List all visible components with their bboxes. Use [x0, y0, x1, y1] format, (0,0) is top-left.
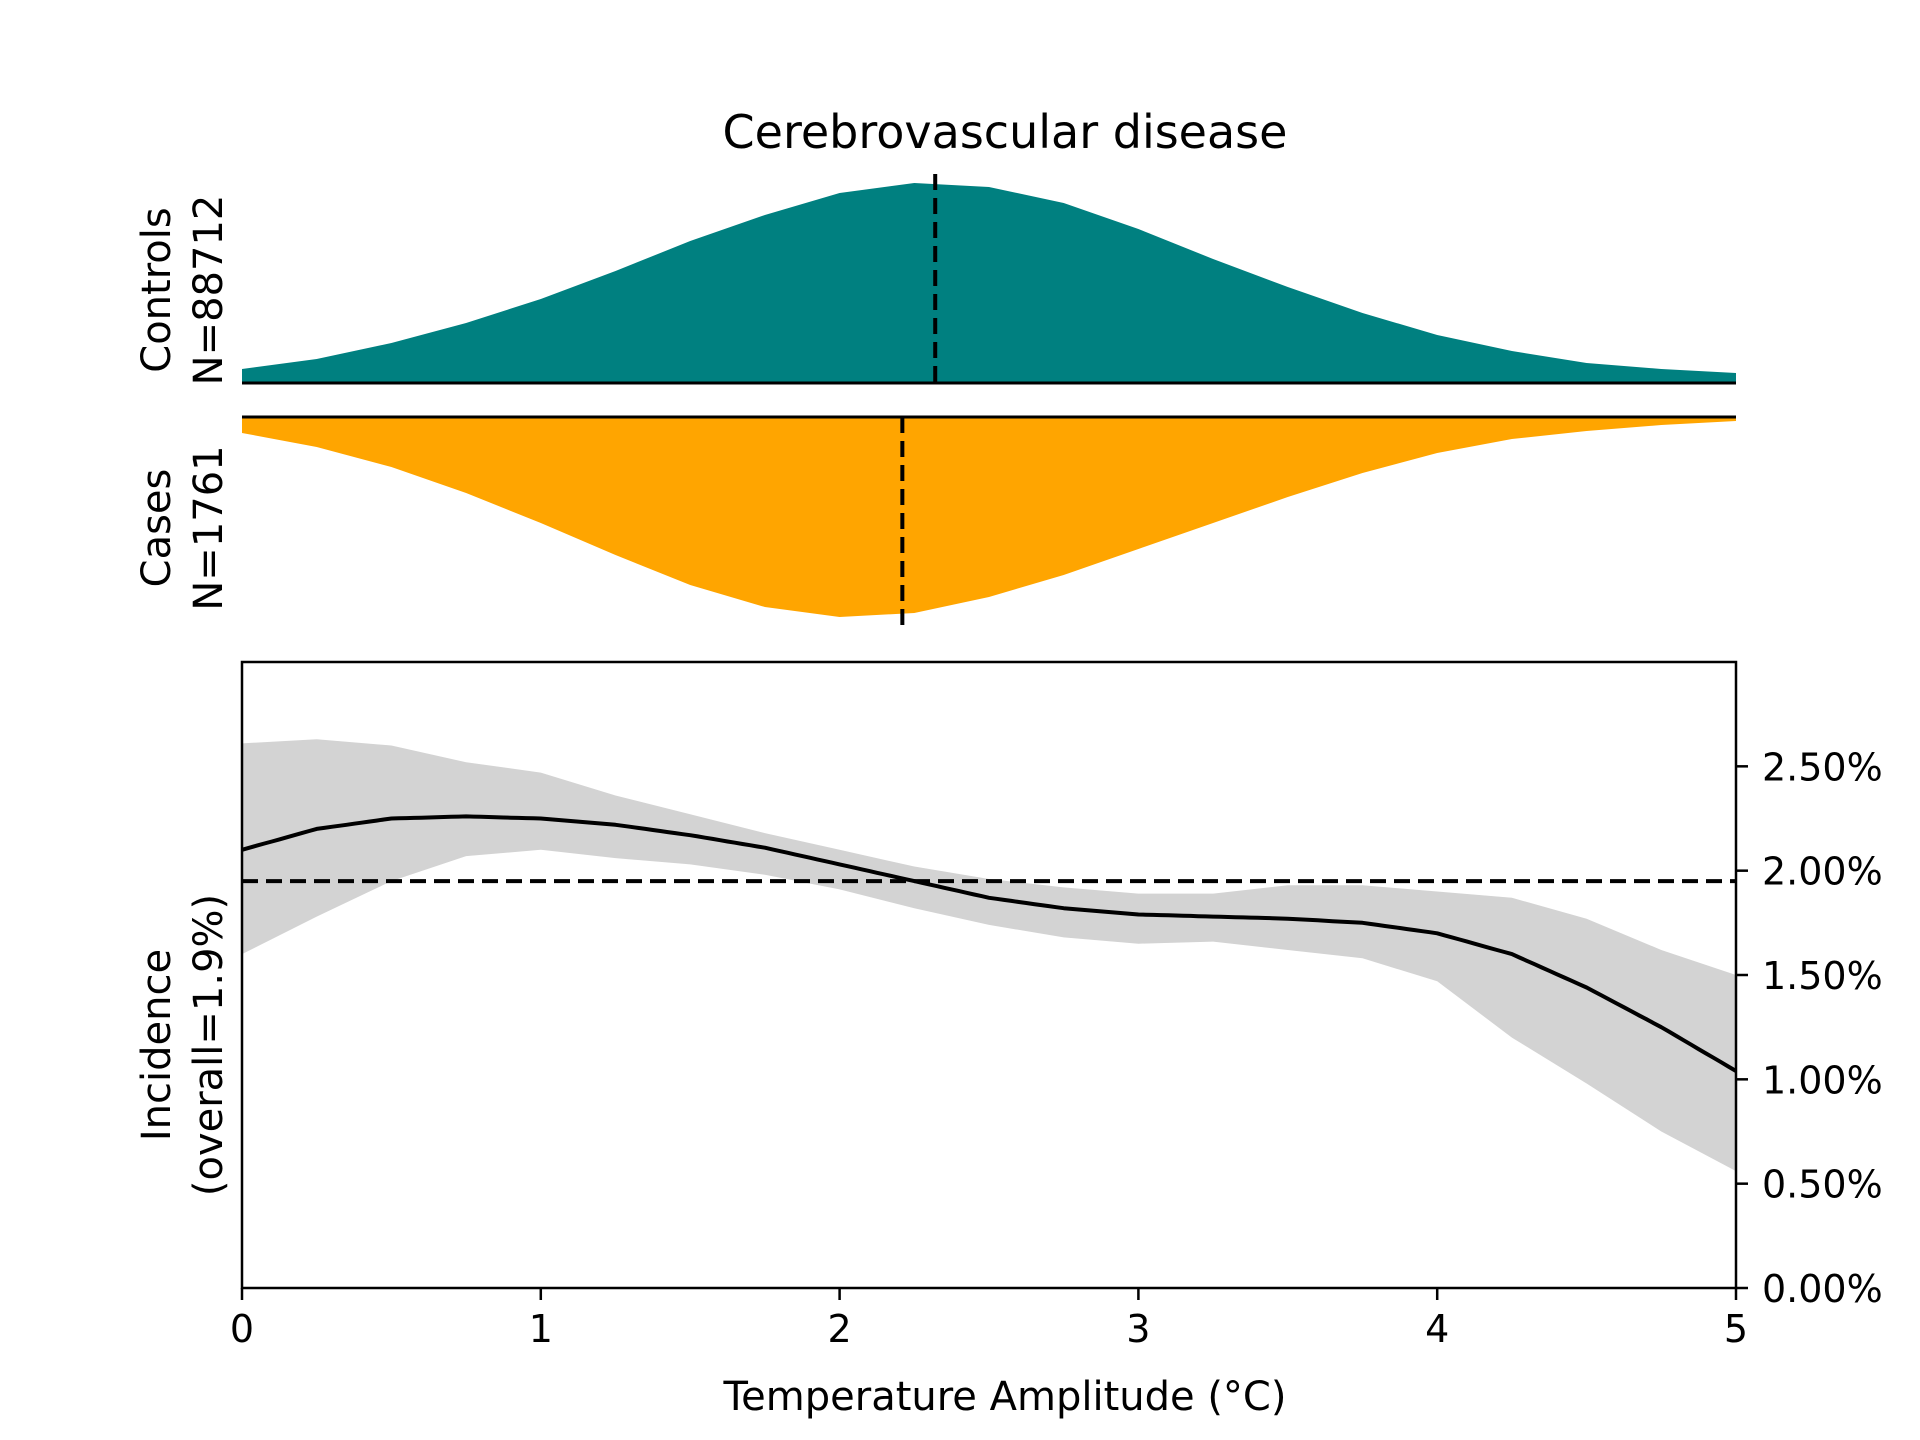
cases-label: Cases — [134, 469, 180, 588]
controls-density-area — [242, 183, 1736, 383]
x-tick-label: 4 — [1425, 1307, 1449, 1351]
controls-count-label: N=88712 — [186, 195, 232, 386]
incidence-confidence-band — [242, 739, 1736, 1172]
cases-panel: Cases N=1761 — [134, 415, 1736, 626]
incidence-series-line — [241, 814, 1738, 1073]
y-tick-label: 1.50% — [1762, 954, 1883, 998]
y-axis-label: Incidence — [134, 949, 180, 1141]
x-tick-label: 0 — [230, 1307, 254, 1351]
x-tick-label: 5 — [1724, 1307, 1748, 1351]
controls-panel: Controls N=88712 — [134, 174, 1736, 385]
y-axis-label-overall: (overall=1.9%) — [186, 894, 232, 1196]
cases-count-label: N=1761 — [186, 445, 232, 610]
cases-density-area — [242, 417, 1736, 617]
y-tick-label: 2.00% — [1762, 850, 1883, 894]
y-tick-label: 0.00% — [1762, 1267, 1883, 1311]
chart-title: Cerebrovascular disease — [723, 105, 1288, 159]
x-tick-label: 2 — [828, 1307, 852, 1351]
controls-label: Controls — [134, 207, 180, 372]
x-axis-ticks: 0 1 2 3 4 5 — [230, 1288, 1748, 1351]
y-tick-label: 0.50% — [1762, 1163, 1883, 1207]
y-tick-label: 2.50% — [1762, 745, 1883, 789]
x-axis-label: Temperature Amplitude (°C) — [723, 1374, 1287, 1420]
y-tick-label: 1.00% — [1762, 1058, 1883, 1102]
incidence-panel: 0 1 2 3 4 5 0.00% 0.50% 1.00% 1.50% 2.00% 2.50% Te… — [134, 660, 1883, 1420]
y-axis-ticks: 0.00% 0.50% 1.00% 1.50% 2.00% 2.50% — [1736, 745, 1883, 1311]
x-tick-label: 3 — [1126, 1307, 1150, 1351]
x-tick-label: 1 — [529, 1307, 553, 1351]
